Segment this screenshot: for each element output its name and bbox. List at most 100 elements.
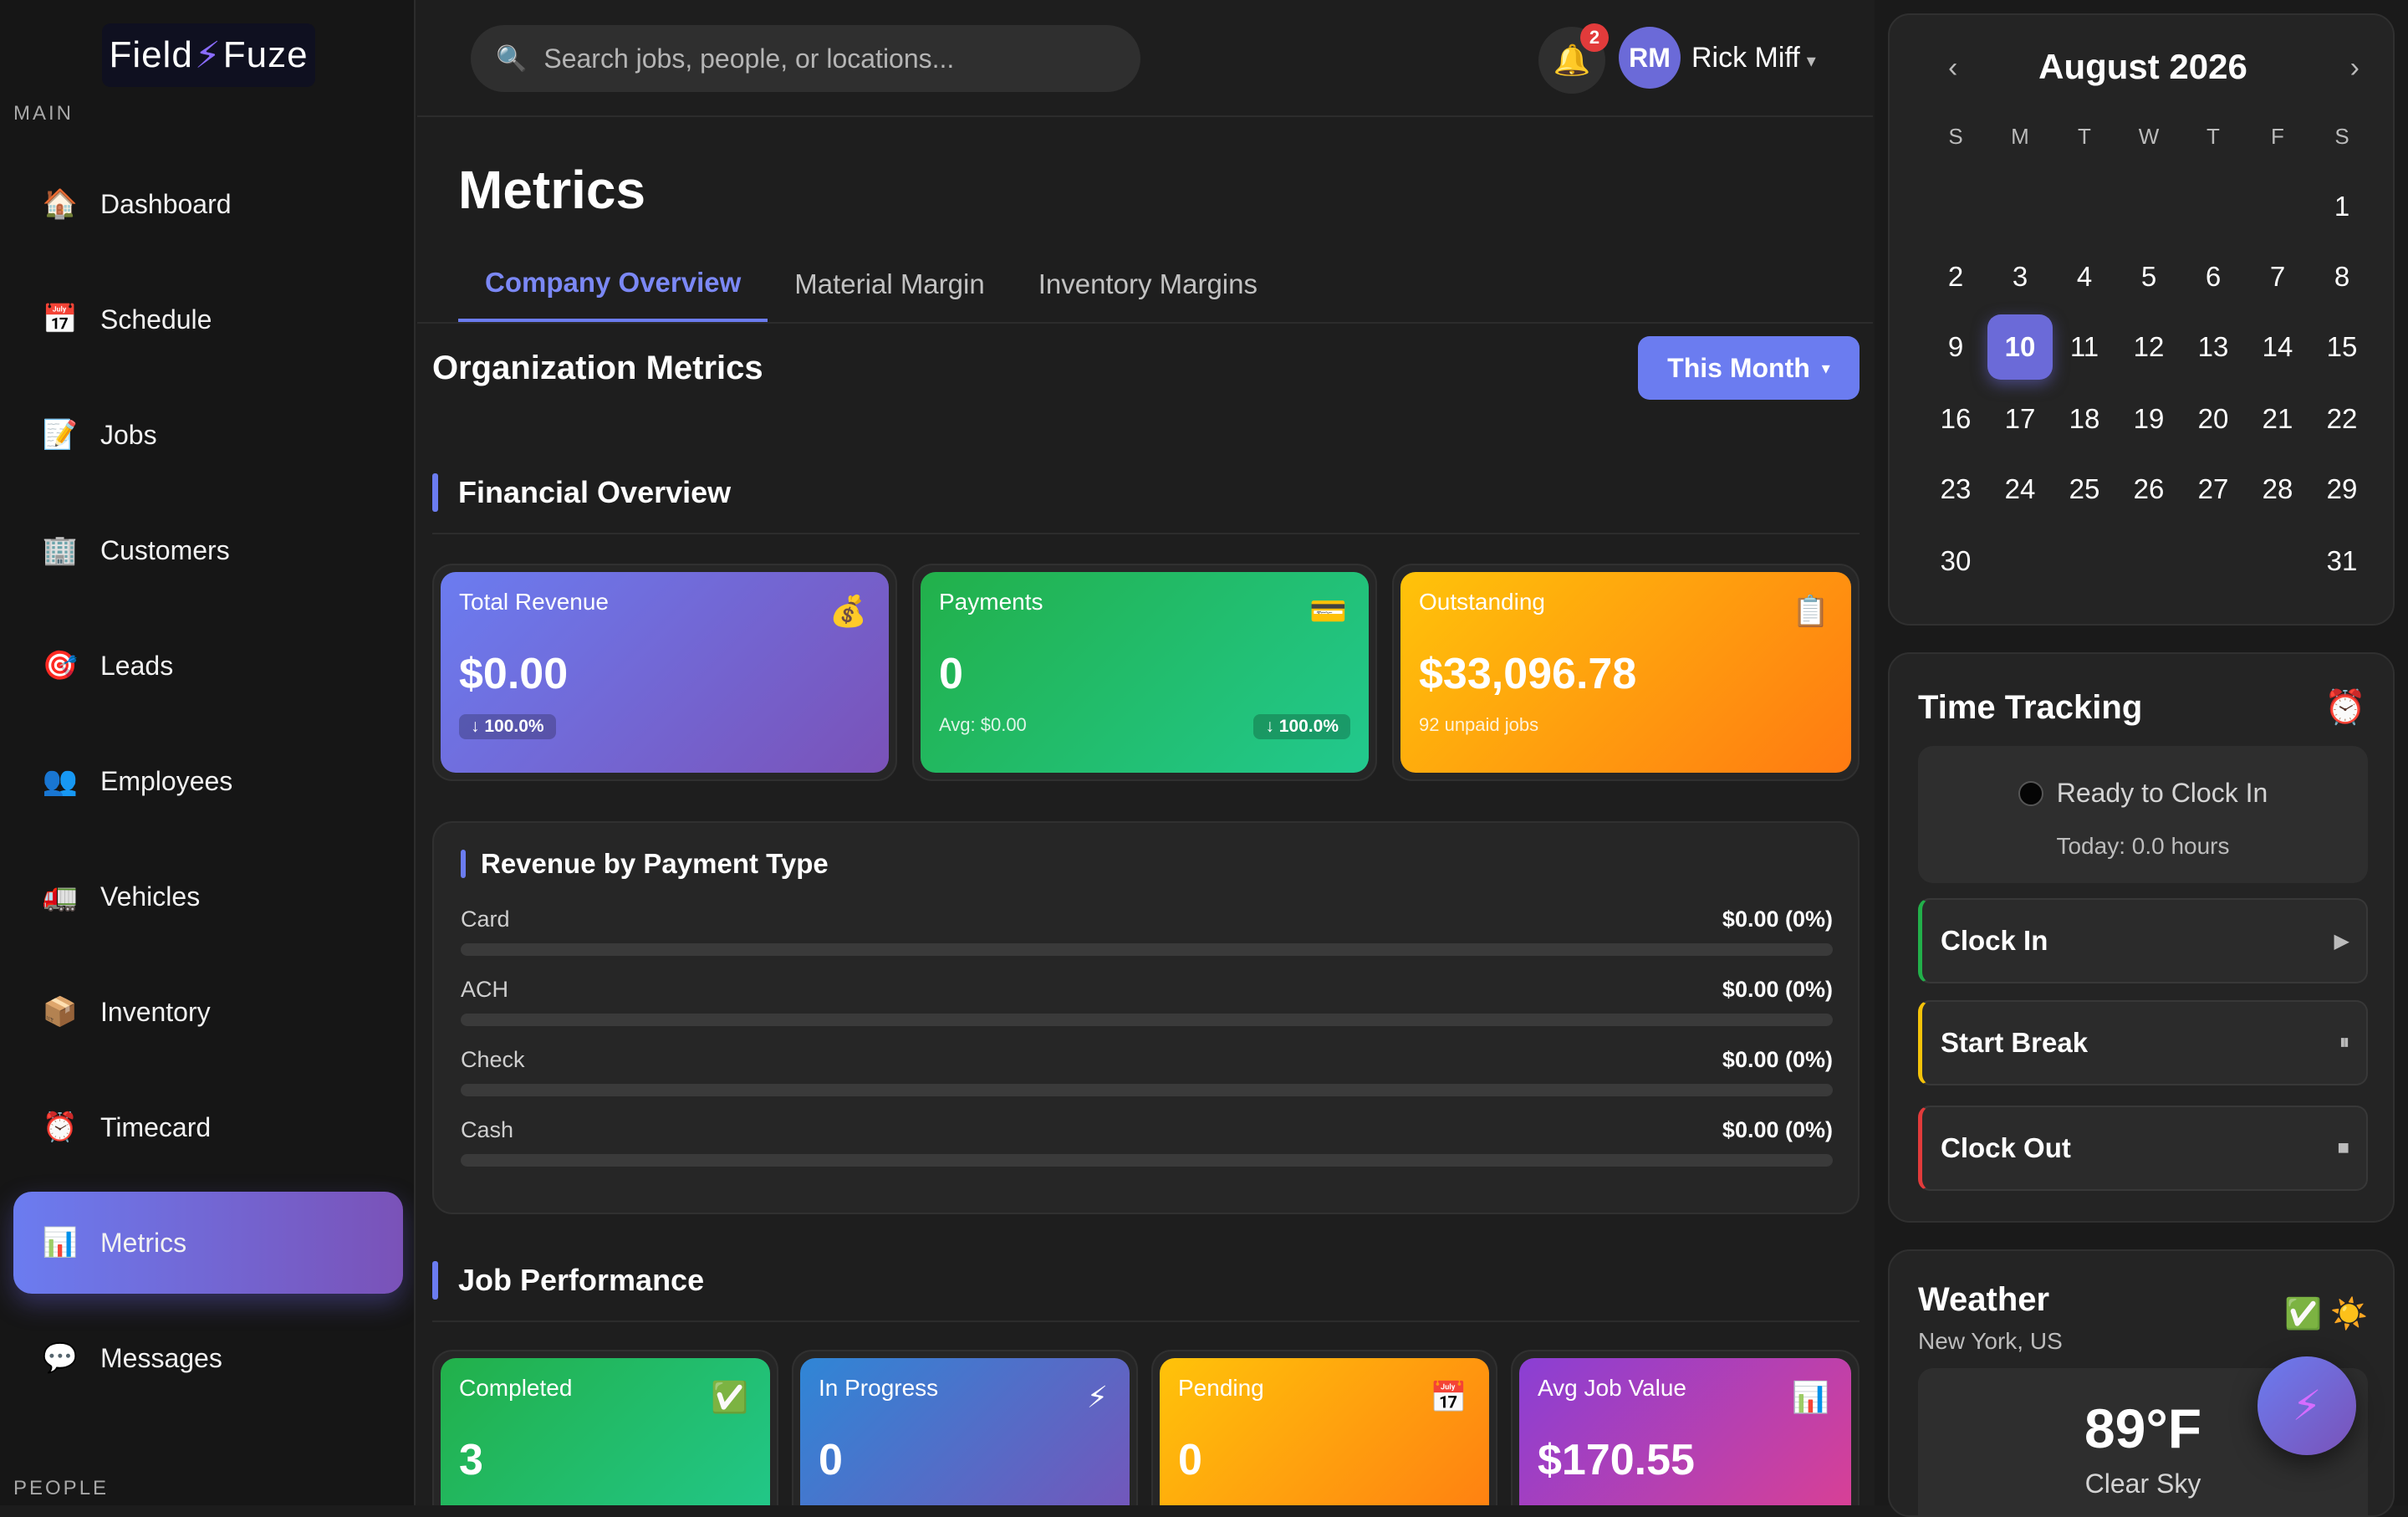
payment-type-panel: Revenue by Payment Type Card $0.00 (0%) … [432, 821, 1860, 1214]
clock-in-button[interactable]: Clock In ▶ [1918, 898, 2368, 983]
calendar-day[interactable]: 7 [2269, 261, 2286, 292]
avatar[interactable]: RM [1619, 27, 1681, 89]
stat-card-completed[interactable]: Completed ✅ 3 [432, 1350, 778, 1505]
stat-card-total-revenue[interactable]: Total Revenue 💰 $0.00 ↓ 100.0% [432, 564, 897, 781]
financial-overview-header: Financial Overview [432, 473, 731, 512]
calendar-day[interactable]: 28 [2262, 473, 2293, 504]
weekday-header: F [2271, 124, 2284, 149]
calendar-day[interactable]: 5 [2140, 261, 2157, 292]
sidebar-item-employees[interactable]: 👥 Employees [13, 730, 403, 832]
card-body: Pending 📅 0 [1160, 1358, 1489, 1505]
calendar-day[interactable]: 8 [2334, 261, 2350, 292]
right-panel: ‹ August 2026 › S M T W T F S 1 2 3 4 5 6 7 8 9 10 11 12 13… [1875, 0, 2408, 1517]
search-input[interactable] [543, 43, 1113, 74]
calendar-day[interactable]: 6 [2205, 261, 2222, 292]
calendar-day[interactable]: 25 [2069, 473, 2100, 504]
payment-value: $0.00 (0%) [1722, 1047, 1833, 1072]
calendar-day[interactable]: 4 [2076, 261, 2093, 292]
sidebar-item-jobs[interactable]: 📝 Jobs [13, 384, 403, 486]
quick-action-button[interactable]: ⚡ [2258, 1356, 2356, 1455]
calendar-day[interactable]: 9 [1947, 331, 1964, 362]
sidebar-item-label: Leads [100, 650, 174, 681]
panel-header: Revenue by Payment Type [461, 848, 829, 880]
chevron-left-icon[interactable]: ‹ [1948, 52, 1958, 84]
play-icon: ▶ [2334, 929, 2349, 953]
calendar-day[interactable]: 14 [2262, 331, 2293, 362]
stat-card-outstanding[interactable]: Outstanding 📋 $33,096.78 92 unpaid jobs [1392, 564, 1860, 781]
change-badge: ↓ 100.0% [459, 714, 556, 739]
tab-company-overview[interactable]: Company Overview [458, 246, 768, 323]
pause-icon: ⏸ [2339, 1031, 2349, 1054]
card-body: In Progress ⚡ 0 [800, 1358, 1130, 1505]
page-title: Metrics [458, 160, 646, 220]
sidebar-item-messages[interactable]: 💬 Messages [13, 1307, 403, 1409]
card-label: Avg Job Value [1538, 1375, 1686, 1401]
alarm-clock-icon: ⏰ [42, 1111, 79, 1143]
card-label: Total Revenue [459, 589, 610, 615]
stat-card-pending[interactable]: Pending 📅 0 [1151, 1350, 1497, 1505]
calendar-day-today[interactable]: 10 [1987, 314, 2053, 380]
bar-chart-icon: 📊 [42, 1227, 79, 1259]
stat-card-payments[interactable]: Payments 💳 0 Avg: $0.00 ↓ 100.0% [912, 564, 1377, 781]
calendar-day[interactable]: 12 [2133, 331, 2165, 362]
chevron-right-icon[interactable]: › [2349, 52, 2360, 84]
calendar-day[interactable]: 24 [2004, 473, 2036, 504]
notification-count-badge: 2 [1580, 23, 1609, 52]
stat-card-in-progress[interactable]: In Progress ⚡ 0 [792, 1350, 1138, 1505]
period-select-button[interactable]: This Month ▾ [1638, 336, 1860, 400]
user-menu[interactable]: Rick Miff ▾ [1691, 42, 1816, 74]
clock-out-button[interactable]: Clock Out ■ [1918, 1106, 2368, 1191]
logo-text-left: Field [109, 34, 193, 75]
sidebar-item-customers[interactable]: 🏢 Customers [13, 499, 403, 601]
payment-label: Card [461, 907, 510, 932]
card-label: Payments [939, 589, 1043, 615]
calendar-day[interactable]: 26 [2133, 473, 2165, 504]
sidebar-item-leads[interactable]: 🎯 Leads [13, 615, 403, 717]
payment-label: Check [461, 1047, 525, 1072]
sidebar-item-metrics[interactable]: 📊 Metrics [13, 1192, 403, 1294]
calendar-day[interactable]: 17 [2004, 403, 2036, 434]
calendar-day[interactable]: 16 [1940, 403, 1972, 434]
calendar-day[interactable]: 18 [2069, 403, 2100, 434]
calendar-day[interactable]: 1 [2334, 191, 2350, 222]
sidebar-item-vehicles[interactable]: 🚛 Vehicles [13, 845, 403, 947]
calendar-day[interactable]: 20 [2197, 403, 2229, 434]
progress-track [461, 1084, 1833, 1096]
card-label: Pending [1178, 1375, 1264, 1401]
calendar-icon: 📅 [42, 304, 79, 335]
weather-condition: Clear Sky [2084, 1468, 2201, 1499]
calendar-day[interactable]: 13 [2197, 331, 2229, 362]
sidebar-item-dashboard[interactable]: 🏠 Dashboard [13, 153, 403, 255]
start-break-button[interactable]: Start Break ⏸ [1918, 1000, 2368, 1085]
calendar-day[interactable]: 3 [2012, 261, 2028, 292]
calendar-widget: ‹ August 2026 › S M T W T F S 1 2 3 4 5 6 7 8 9 10 11 12 13… [1888, 13, 2395, 626]
calendar-day[interactable]: 30 [1940, 545, 1972, 576]
stat-card-avg-job-value[interactable]: Avg Job Value 📊 $170.55 [1511, 1350, 1860, 1505]
payment-value: $0.00 (0%) [1722, 1117, 1833, 1142]
calendar-day[interactable]: 19 [2133, 403, 2165, 434]
tab-inventory-margins[interactable]: Inventory Margins [1038, 268, 1258, 299]
calendar-day[interactable]: 31 [2326, 545, 2358, 576]
target-icon: 🎯 [42, 650, 79, 682]
tab-material-margin[interactable]: Material Margin [794, 268, 985, 299]
card-value: 0 [939, 650, 963, 698]
calendar-day[interactable]: 15 [2326, 331, 2358, 362]
payment-label: Cash [461, 1117, 514, 1142]
divider [432, 1320, 1860, 1322]
calendar-day[interactable]: 22 [2326, 403, 2358, 434]
calendar-day[interactable]: 2 [1947, 261, 1964, 292]
logo[interactable]: Field ⚡ Fuze [102, 23, 315, 87]
calendar-day[interactable]: 21 [2262, 403, 2293, 434]
card-body: Completed ✅ 3 [441, 1358, 770, 1505]
calendar-day[interactable]: 27 [2197, 473, 2229, 504]
main-content: Metrics Company Overview Material Margin… [417, 119, 1873, 1505]
sidebar-item-timecard[interactable]: ⏰ Timecard [13, 1076, 403, 1178]
calendar-day[interactable]: 29 [2326, 473, 2358, 504]
search-bar[interactable]: 🔍 [471, 25, 1140, 92]
calendar-day[interactable]: 11 [2069, 331, 2099, 362]
calendar-day[interactable]: 23 [1940, 473, 1972, 504]
weekday-header: T [2078, 124, 2091, 149]
sidebar-item-schedule[interactable]: 📅 Schedule [13, 268, 403, 370]
sidebar-item-inventory[interactable]: 📦 Inventory [13, 961, 403, 1063]
